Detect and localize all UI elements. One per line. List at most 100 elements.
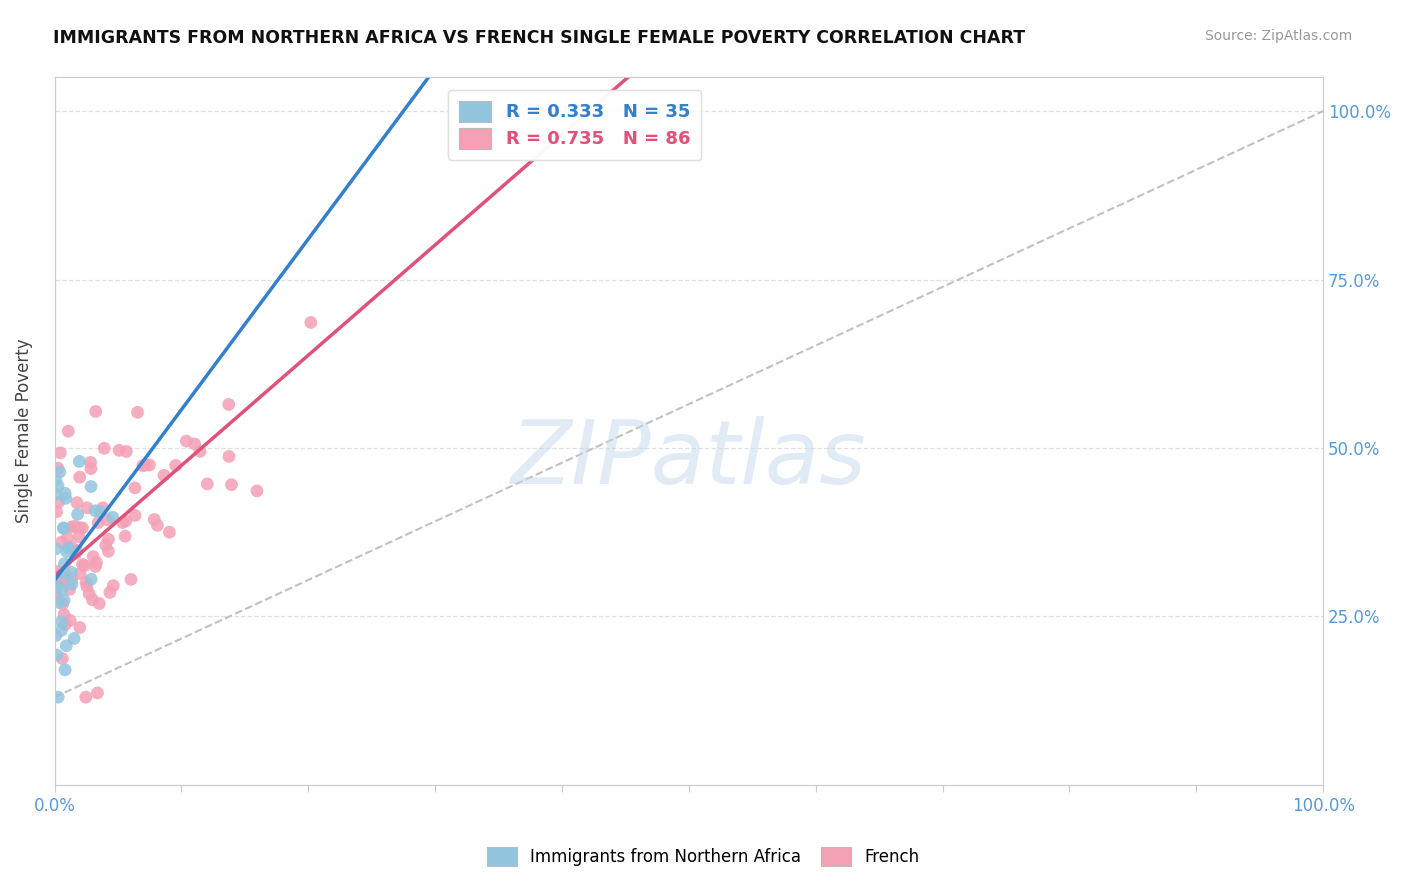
Point xyxy=(69,470,91,484)
Point xyxy=(82,549,104,564)
Point xyxy=(134,458,156,472)
Point xyxy=(183,437,205,451)
Point xyxy=(60,577,83,591)
Point xyxy=(124,481,146,495)
Point xyxy=(246,483,269,498)
Point xyxy=(53,617,76,632)
Point xyxy=(80,461,103,475)
Point xyxy=(65,546,87,560)
Point xyxy=(97,544,120,558)
Y-axis label: Single Female Poverty: Single Female Poverty xyxy=(15,339,32,524)
Point xyxy=(84,404,107,418)
Text: IMMIGRANTS FROM NORTHERN AFRICA VS FRENCH SINGLE FEMALE POVERTY CORRELATION CHAR: IMMIGRANTS FROM NORTHERN AFRICA VS FRENC… xyxy=(53,29,1025,46)
Point xyxy=(75,690,97,705)
Point xyxy=(48,580,70,594)
Point xyxy=(91,500,114,515)
Point xyxy=(66,496,89,510)
Point xyxy=(101,510,124,524)
Point xyxy=(60,566,83,580)
Point xyxy=(132,458,155,473)
Point xyxy=(45,505,67,519)
Point xyxy=(45,473,67,487)
Point xyxy=(46,461,69,475)
Point xyxy=(46,565,69,579)
Point xyxy=(48,596,70,610)
Point xyxy=(52,597,75,611)
Point xyxy=(65,545,87,559)
Point xyxy=(53,486,76,500)
Point xyxy=(97,533,120,547)
Point xyxy=(67,521,90,535)
Point xyxy=(55,544,77,558)
Point xyxy=(218,397,240,411)
Point xyxy=(108,443,131,458)
Point xyxy=(55,491,77,506)
Point xyxy=(56,531,79,545)
Point xyxy=(103,579,125,593)
Point xyxy=(51,535,73,549)
Point xyxy=(53,566,76,581)
Point xyxy=(45,585,67,599)
Point xyxy=(58,424,80,438)
Point xyxy=(49,574,72,589)
Point xyxy=(82,592,104,607)
Point xyxy=(114,514,136,528)
Point xyxy=(86,686,108,700)
Legend: Immigrants from Northern Africa, French: Immigrants from Northern Africa, French xyxy=(478,838,928,875)
Point xyxy=(157,525,180,540)
Point xyxy=(53,607,76,622)
Point xyxy=(45,487,67,501)
Point xyxy=(76,500,98,515)
Point xyxy=(93,442,115,456)
Point xyxy=(86,556,108,570)
Point xyxy=(221,477,243,491)
Point xyxy=(45,541,67,556)
Point xyxy=(80,572,103,586)
Point xyxy=(53,557,76,571)
Point xyxy=(299,315,322,329)
Text: ZIPatlas: ZIPatlas xyxy=(510,417,866,502)
Point xyxy=(188,444,211,458)
Point xyxy=(63,519,86,533)
Point xyxy=(94,538,117,552)
Point xyxy=(65,543,87,558)
Point xyxy=(52,521,75,535)
Point xyxy=(138,458,160,472)
Point xyxy=(79,455,101,469)
Point xyxy=(53,593,76,607)
Point xyxy=(73,558,96,573)
Point xyxy=(84,559,107,574)
Point xyxy=(176,434,198,448)
Point xyxy=(55,639,77,653)
Point xyxy=(46,479,69,493)
Point xyxy=(59,613,82,627)
Point xyxy=(143,512,166,526)
Point xyxy=(89,597,111,611)
Point xyxy=(146,518,169,533)
Point xyxy=(89,504,111,518)
Point xyxy=(45,574,67,588)
Point xyxy=(77,587,100,601)
Point xyxy=(80,479,103,493)
Point xyxy=(53,663,76,677)
Point xyxy=(115,444,138,458)
Point xyxy=(98,585,121,599)
Point xyxy=(111,516,134,530)
Point xyxy=(51,615,73,629)
Point xyxy=(63,632,86,646)
Point xyxy=(45,628,67,642)
Point xyxy=(53,571,76,585)
Text: Source: ZipAtlas.com: Source: ZipAtlas.com xyxy=(1205,29,1353,43)
Point xyxy=(49,446,72,460)
Point xyxy=(76,580,98,594)
Point xyxy=(165,458,187,473)
Point xyxy=(153,468,176,483)
Point xyxy=(127,405,149,419)
Point xyxy=(46,690,69,705)
Point xyxy=(48,495,70,509)
Point xyxy=(120,573,142,587)
Point xyxy=(48,568,70,582)
Legend: R = 0.333   N = 35, R = 0.735   N = 86: R = 0.333 N = 35, R = 0.735 N = 86 xyxy=(449,90,702,160)
Point xyxy=(67,530,90,544)
Point xyxy=(67,454,90,468)
